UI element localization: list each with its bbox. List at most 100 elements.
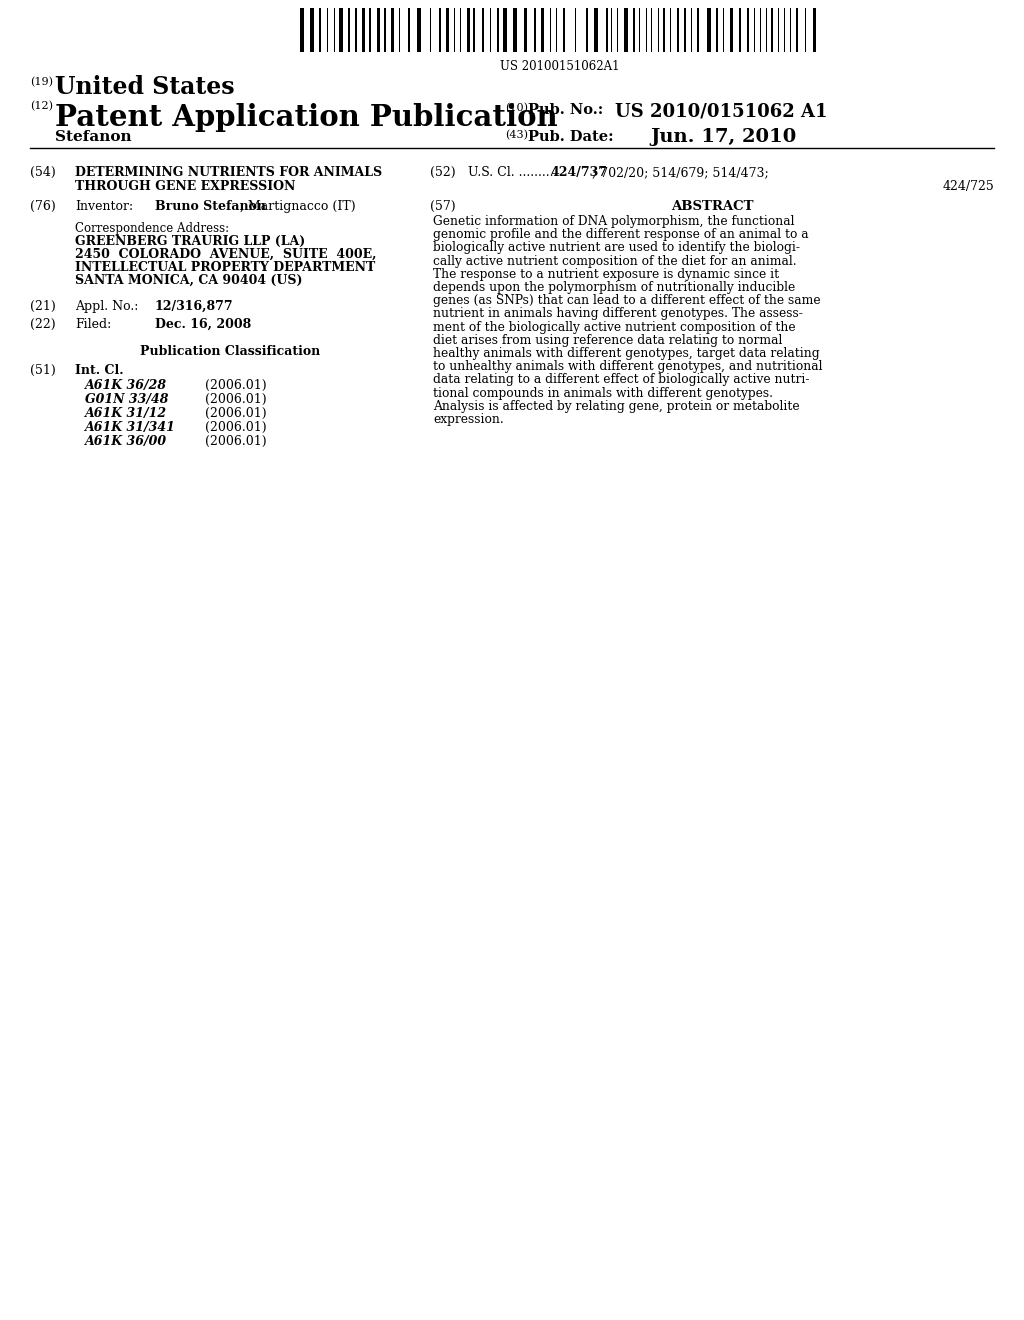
Bar (707, 8, 711, 51)
Text: Dec. 16, 2008: Dec. 16, 2008 (155, 318, 251, 331)
Text: (2006.01): (2006.01) (205, 393, 266, 407)
Text: (10): (10) (505, 103, 528, 114)
Bar (524, 8, 527, 51)
Text: A61K 36/00: A61K 36/00 (85, 436, 167, 447)
Text: (52): (52) (430, 166, 456, 180)
Text: Stefanon: Stefanon (55, 129, 132, 144)
Text: U.S. Cl. ..........: U.S. Cl. .......... (468, 166, 557, 180)
Text: genomic profile and the different response of an animal to a: genomic profile and the different respon… (433, 228, 809, 242)
Text: diet arises from using reference data relating to normal: diet arises from using reference data re… (433, 334, 782, 347)
Text: US 20100151062A1: US 20100151062A1 (501, 59, 620, 73)
Text: US 2010/0151062 A1: US 2010/0151062 A1 (615, 103, 827, 121)
Text: to unhealthy animals with different genotypes, and nutritional: to unhealthy animals with different geno… (433, 360, 822, 374)
Text: Genetic information of DNA polymorphism, the functional: Genetic information of DNA polymorphism,… (433, 215, 795, 228)
Bar (716, 8, 718, 51)
Bar (446, 8, 449, 51)
Text: Patent Application Publication: Patent Application Publication (55, 103, 558, 132)
Text: A61K 36/28: A61K 36/28 (85, 379, 167, 392)
Text: (54): (54) (30, 166, 55, 180)
Text: (51): (51) (30, 364, 55, 378)
Bar (482, 8, 484, 51)
Text: 12/316,877: 12/316,877 (155, 300, 233, 313)
Bar (417, 8, 421, 51)
Text: cally active nutrient composition of the diet for an animal.: cally active nutrient composition of the… (433, 255, 797, 268)
Bar (300, 8, 304, 51)
Text: Pub. Date:: Pub. Date: (528, 129, 613, 144)
Text: tional compounds in animals with different genotypes.: tional compounds in animals with differe… (433, 387, 773, 400)
Bar (377, 8, 380, 51)
Bar (339, 8, 343, 51)
Text: Pub. No.:: Pub. No.: (528, 103, 603, 117)
Bar (534, 8, 536, 51)
Bar (813, 8, 816, 51)
Text: United States: United States (55, 75, 234, 99)
Text: depends upon the polymorphism of nutritionally inducible: depends upon the polymorphism of nutriti… (433, 281, 796, 294)
Bar (497, 8, 499, 51)
Text: (2006.01): (2006.01) (205, 407, 266, 420)
Text: THROUGH GENE EXPRESSION: THROUGH GENE EXPRESSION (75, 180, 295, 193)
Text: DETERMINING NUTRIENTS FOR ANIMALS: DETERMINING NUTRIENTS FOR ANIMALS (75, 166, 382, 180)
Text: Int. Cl.: Int. Cl. (75, 364, 124, 378)
Text: (76): (76) (30, 201, 55, 213)
Bar (697, 8, 699, 51)
Text: (57): (57) (430, 201, 456, 213)
Bar (408, 8, 410, 51)
Text: 424/737: 424/737 (550, 166, 607, 180)
Bar (391, 8, 394, 51)
Text: A61K 31/12: A61K 31/12 (85, 407, 167, 420)
Bar (467, 8, 470, 51)
Text: Publication Classification: Publication Classification (140, 345, 321, 358)
Bar (633, 8, 635, 51)
Text: G01N 33/48: G01N 33/48 (85, 393, 169, 407)
Text: SANTA MONICA, CA 90404 (US): SANTA MONICA, CA 90404 (US) (75, 275, 302, 286)
Text: (22): (22) (30, 318, 55, 331)
Text: 2450  COLORADO  AVENUE,  SUITE  400E,: 2450 COLORADO AVENUE, SUITE 400E, (75, 248, 377, 261)
Text: (2006.01): (2006.01) (205, 421, 266, 434)
Text: healthy animals with different genotypes, target data relating: healthy animals with different genotypes… (433, 347, 819, 360)
Bar (586, 8, 588, 51)
Text: GREENBERG TRAURIG LLP (LA): GREENBERG TRAURIG LLP (LA) (75, 235, 305, 248)
Bar (439, 8, 441, 51)
Bar (319, 8, 321, 51)
Bar (739, 8, 741, 51)
Text: (12): (12) (30, 102, 53, 111)
Text: Jun. 17, 2010: Jun. 17, 2010 (650, 128, 797, 147)
Bar (563, 8, 565, 51)
Bar (503, 8, 507, 51)
Text: Correspondence Address:: Correspondence Address: (75, 222, 229, 235)
Bar (384, 8, 386, 51)
Text: 424/725: 424/725 (942, 180, 994, 193)
Text: data relating to a different effect of biologically active nutri-: data relating to a different effect of b… (433, 374, 810, 387)
Bar (606, 8, 608, 51)
Text: (2006.01): (2006.01) (205, 436, 266, 447)
Bar (624, 8, 628, 51)
Bar (541, 8, 544, 51)
Bar (362, 8, 365, 51)
Bar (594, 8, 598, 51)
Bar (730, 8, 733, 51)
Bar (513, 8, 517, 51)
Text: Analysis is affected by relating gene, protein or metabolite: Analysis is affected by relating gene, p… (433, 400, 800, 413)
Text: genes (as SNPs) that can lead to a different effect of the same: genes (as SNPs) that can lead to a diffe… (433, 294, 820, 308)
Bar (771, 8, 773, 51)
Bar (663, 8, 665, 51)
Text: (19): (19) (30, 77, 53, 87)
Text: Bruno Stefanon: Bruno Stefanon (155, 201, 266, 213)
Bar (473, 8, 475, 51)
Text: biologically active nutrient are used to identify the biologi-: biologically active nutrient are used to… (433, 242, 800, 255)
Text: (43): (43) (505, 129, 528, 140)
Bar (746, 8, 749, 51)
Text: A61K 31/341: A61K 31/341 (85, 421, 176, 434)
Bar (348, 8, 350, 51)
Text: nutrient in animals having different genotypes. The assess-: nutrient in animals having different gen… (433, 308, 803, 321)
Text: expression.: expression. (433, 413, 504, 426)
Text: Appl. No.:: Appl. No.: (75, 300, 138, 313)
Text: (2006.01): (2006.01) (205, 379, 266, 392)
Bar (796, 8, 798, 51)
Text: The response to a nutrient exposure is dynamic since it: The response to a nutrient exposure is d… (433, 268, 779, 281)
Bar (355, 8, 357, 51)
Text: Filed:: Filed: (75, 318, 112, 331)
Text: ment of the biologically active nutrient composition of the: ment of the biologically active nutrient… (433, 321, 796, 334)
Text: ABSTRACT: ABSTRACT (671, 201, 754, 213)
Bar (310, 8, 314, 51)
